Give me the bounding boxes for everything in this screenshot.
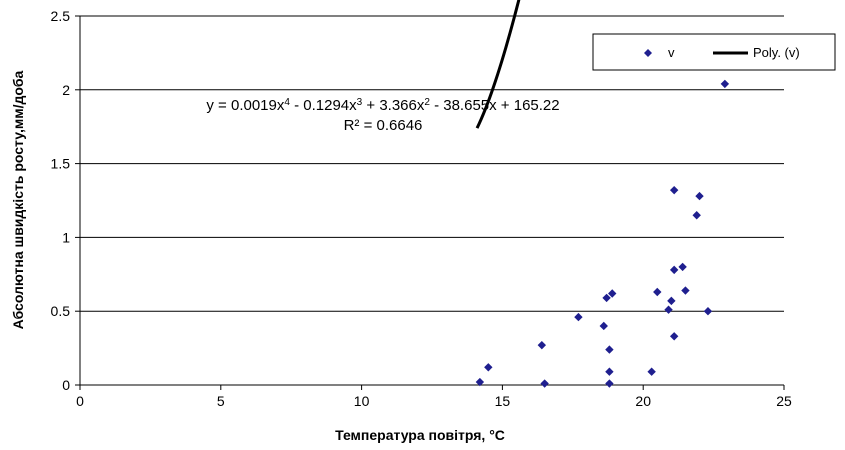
legend-marker-v bbox=[644, 49, 652, 57]
data-point bbox=[678, 262, 687, 272]
y-tick-labels: 0 0.5 1 1.5 2 2.5 bbox=[51, 8, 71, 393]
data-point bbox=[692, 211, 701, 220]
data-point bbox=[681, 286, 690, 295]
equation-term: - 38.655x + 165.22 bbox=[430, 97, 560, 114]
equation-term: - 0.1294x bbox=[290, 97, 357, 114]
data-point bbox=[599, 321, 608, 331]
equation-exponent: 3 bbox=[357, 97, 363, 108]
legend: v Poly. (v) bbox=[592, 33, 836, 71]
data-point bbox=[537, 340, 547, 350]
data-point bbox=[605, 367, 614, 376]
equation-term: + 3.366x bbox=[362, 97, 425, 114]
polynomial-trendline bbox=[475, 0, 521, 129]
data-point bbox=[540, 379, 549, 388]
equation-exponent: 4 bbox=[284, 97, 290, 108]
data-point bbox=[647, 367, 656, 376]
equation-term: y = 0.0019x bbox=[206, 97, 284, 114]
data-point bbox=[703, 307, 713, 316]
y-tick-label: 0.5 bbox=[51, 303, 71, 319]
y-tick-label: 2.5 bbox=[51, 8, 71, 24]
data-point bbox=[653, 287, 662, 297]
data-point bbox=[669, 185, 679, 195]
data-point bbox=[602, 293, 611, 303]
y-axis-title: Абсолютна швидкість росту,мм/доба bbox=[10, 70, 26, 329]
data-point bbox=[667, 296, 676, 306]
r-squared-label: R² = 0.6646 bbox=[344, 117, 423, 134]
data-point bbox=[669, 332, 679, 341]
data-point bbox=[608, 289, 617, 298]
legend-label-v: v bbox=[668, 45, 675, 60]
x-tick-label: 20 bbox=[635, 393, 651, 409]
x-tick-label: 10 bbox=[354, 393, 370, 409]
data-point bbox=[605, 345, 614, 354]
equation-exponent: 2 bbox=[424, 97, 430, 108]
y-tick-label: 1.5 bbox=[51, 156, 71, 172]
x-tick-label: 25 bbox=[776, 393, 792, 409]
data-points bbox=[475, 79, 730, 388]
data-point bbox=[669, 265, 679, 275]
y-tick-label: 2 bbox=[62, 82, 70, 98]
data-point bbox=[484, 363, 493, 372]
x-axis-title: Температура повітря, °С bbox=[335, 427, 505, 443]
y-tick-label: 0 bbox=[62, 377, 70, 393]
data-point bbox=[664, 305, 673, 314]
x-tick-label: 15 bbox=[495, 393, 511, 409]
trendline bbox=[475, 0, 521, 129]
x-tick-labels: 0 5 10 15 20 25 bbox=[76, 393, 792, 409]
y-tick-label: 1 bbox=[62, 229, 70, 245]
data-point bbox=[720, 79, 730, 89]
x-tick-label: 5 bbox=[217, 393, 225, 409]
data-point bbox=[605, 379, 614, 388]
data-point bbox=[475, 377, 485, 387]
axes bbox=[75, 15, 785, 390]
legend-label-poly: Poly. (v) bbox=[753, 45, 800, 60]
gridlines bbox=[80, 15, 784, 386]
data-point bbox=[695, 191, 704, 201]
data-point bbox=[574, 312, 583, 322]
trendline-equation: y = 0.0019x4 - 0.1294x3 + 3.366x2 - 38.6… bbox=[206, 97, 559, 115]
x-tick-label: 0 bbox=[76, 393, 84, 409]
